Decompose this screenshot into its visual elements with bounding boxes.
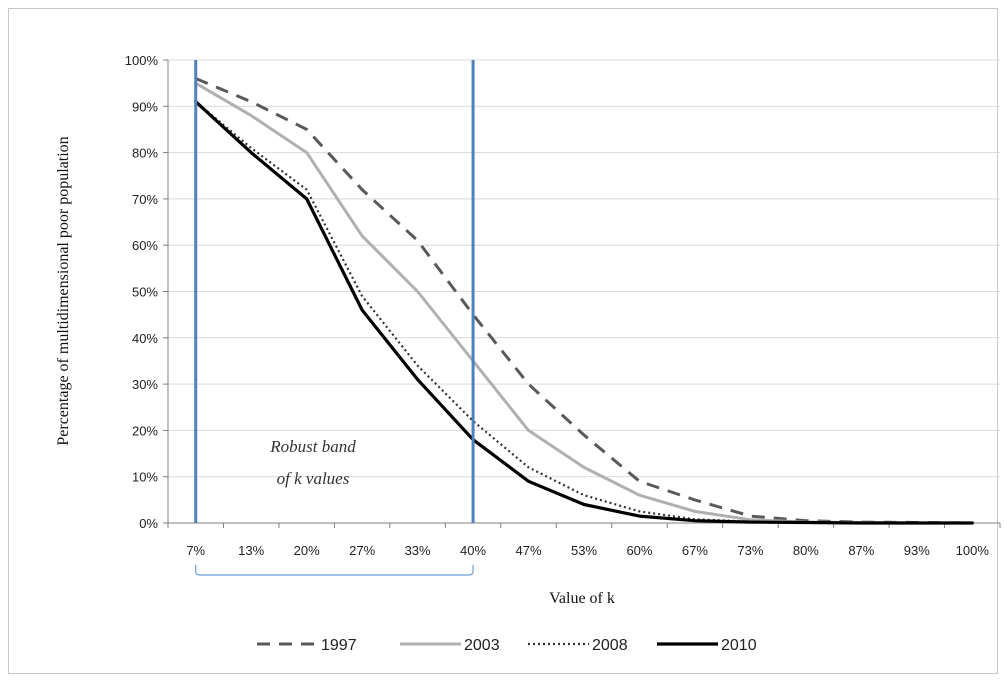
chart-frame	[8, 8, 998, 674]
x-tick-label: 73%	[737, 543, 763, 558]
x-tick-label: 20%	[294, 543, 320, 558]
x-tick-label: 67%	[682, 543, 708, 558]
y-tick-labels: 0% 10% 20% 30% 40% 50% 60% 70% 80% 90% 100%	[125, 53, 159, 531]
series-line-1997	[195, 77, 973, 525]
annotation-line-1: Robust band	[269, 437, 356, 456]
x-tick-label: 80%	[793, 543, 819, 558]
x-axis-title: Value of k	[549, 590, 615, 607]
y-tick-label: 20%	[132, 423, 158, 438]
series-line-2003	[194, 81, 974, 525]
x-tick-label: 60%	[626, 543, 652, 558]
x-tick-label: 47%	[516, 543, 542, 558]
y-tick-label: 50%	[132, 285, 158, 300]
y-tick-label: 80%	[132, 146, 158, 161]
legend: 1997 2003 2008 2010	[257, 637, 757, 654]
y-tick-label: 10%	[132, 470, 158, 485]
x-tick-label: 13%	[238, 543, 264, 558]
x-tick-label: 7%	[186, 543, 205, 558]
band-bracket	[195, 565, 474, 576]
series-line-2008	[194, 100, 973, 525]
y-tick-label: 30%	[132, 377, 158, 392]
legend-label-2010: 2010	[721, 637, 757, 654]
y-tick-label: 40%	[132, 331, 158, 346]
y-tick-label: 60%	[132, 238, 158, 253]
x-tick-label: 93%	[904, 543, 930, 558]
y-tick-label: 100%	[125, 53, 159, 68]
y-tick-label: 70%	[132, 192, 158, 207]
x-tick-label: 40%	[460, 543, 486, 558]
x-tick-label: 87%	[848, 543, 874, 558]
x-tick-labels: 7% 13% 20% 27% 33% 40% 47% 53% 60% 67% 73% 80% 87% 93…	[186, 543, 989, 558]
series-lines	[194, 77, 974, 525]
x-tick-label: 27%	[349, 543, 375, 558]
legend-label-1997: 1997	[321, 637, 357, 654]
legend-label-2008: 2008	[592, 637, 628, 654]
annotation-line-2: of k values	[277, 469, 350, 488]
x-tick-label: 53%	[571, 543, 597, 558]
series-line-2010	[194, 100, 974, 525]
legend-label-2003: 2003	[464, 637, 500, 654]
x-tick-label: 33%	[405, 543, 431, 558]
gridlines	[163, 59, 1001, 528]
y-axis-title: Percentage of multidimensional poor popu…	[55, 136, 72, 445]
robust-band	[194, 60, 475, 576]
y-tick-label: 90%	[132, 99, 158, 114]
y-tick-label: 0%	[139, 516, 158, 531]
x-tick-label: 100%	[956, 543, 990, 558]
